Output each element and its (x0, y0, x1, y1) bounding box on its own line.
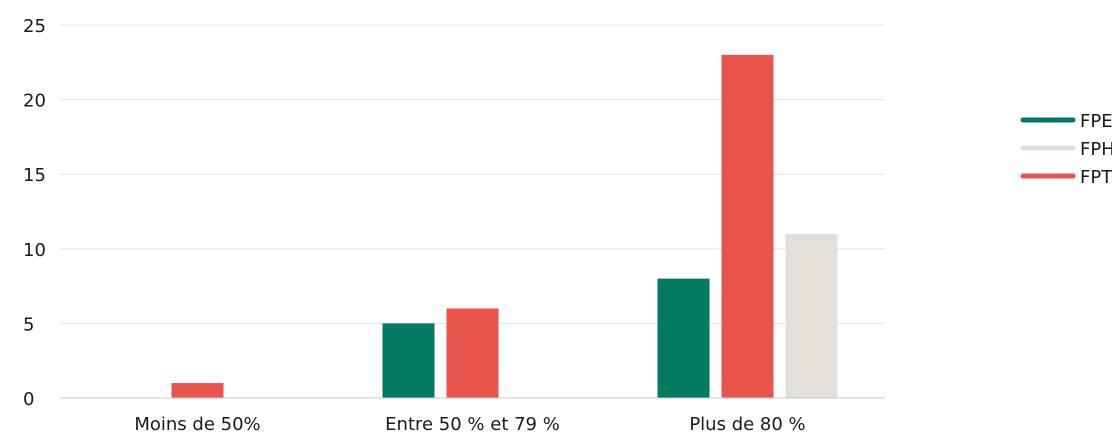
bar-fph (785, 233, 838, 398)
legend-label-fph: FPH (1080, 139, 1112, 160)
y-tick-label: 10 (23, 240, 46, 261)
bar-fpe (382, 323, 435, 398)
y-tick-label: 15 (23, 165, 46, 186)
bar-fpt (446, 308, 499, 398)
bar-fpe (657, 278, 710, 398)
bars (171, 54, 838, 399)
x-axis: Moins de 50% Entre 50 % et 79 % Plus de 80… (60, 397, 885, 435)
bar-fpt (721, 54, 774, 399)
legend-label-fpt: FPT (1080, 167, 1112, 188)
x-category-label: Entre 50 % et 79 % (385, 414, 560, 435)
bar-fpt (171, 383, 224, 398)
x-category-label: Plus de 80 % (689, 414, 805, 435)
legend: FPE FPH FPT (1020, 111, 1112, 188)
y-tick-label: 25 (23, 16, 46, 37)
y-axis: 0 5 10 15 20 25 (23, 16, 46, 410)
legend-label-fpe: FPE (1080, 111, 1112, 132)
x-category-label: Moins de 50% (134, 414, 260, 435)
y-tick-label: 5 (23, 314, 34, 335)
y-tick-label: 20 (23, 91, 46, 112)
y-tick-label: 0 (23, 389, 34, 410)
